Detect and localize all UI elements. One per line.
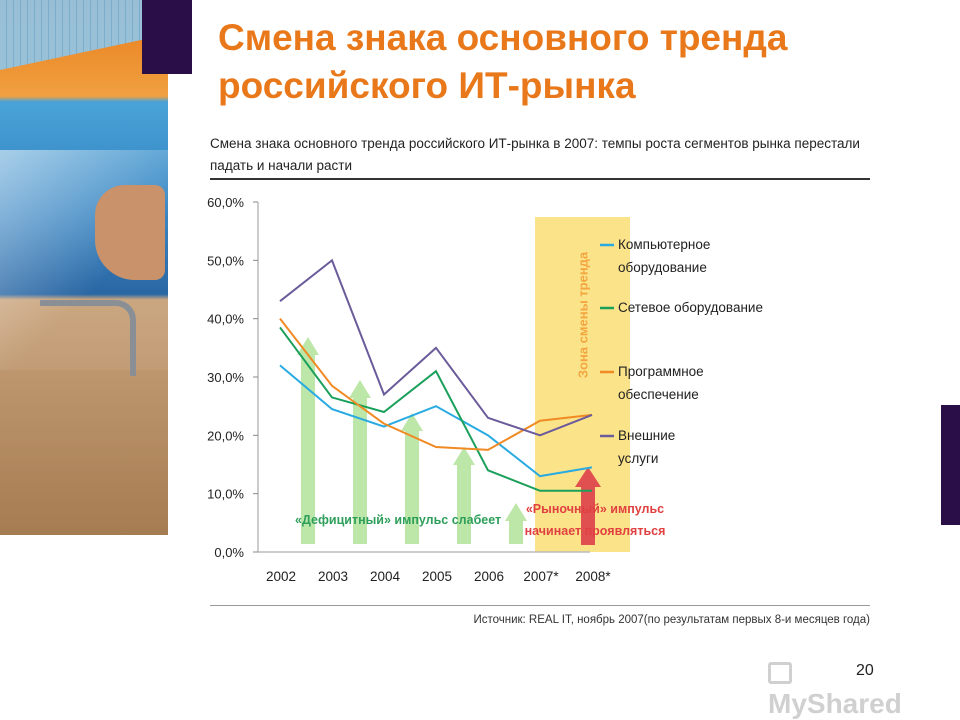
green-up-arrow [453,447,475,544]
x-tick-label: 2008* [575,569,611,584]
accent-block-right [941,405,960,525]
red-up-arrow [575,467,601,545]
legend-label: Программное обеспечение [618,364,704,402]
source-note: Источник: REAL IT, ноябрь 2007(по резуль… [473,614,870,626]
watermark-text: MyShared [768,688,902,719]
chart: Зона смены тренда 0,0% 10,0% 20,0% 30,0% 40,0… [207,195,763,584]
presentation-icon [768,662,792,684]
green-up-arrow [297,337,319,544]
y-tick-label: 10,0% [207,487,244,502]
caption-divider [210,178,870,180]
series-line [279,326,592,492]
y-tick-label: 50,0% [207,253,244,268]
page-number: 20 [856,662,874,679]
green-up-arrow [401,413,423,544]
chart-caption: Смена знака основного тренда российского… [210,136,860,173]
x-tick-label: 2005 [422,569,452,584]
green-up-arrow [505,503,527,544]
x-tick-label: 2007* [523,569,559,584]
hand-image [95,185,165,280]
y-tick-label: 30,0% [207,370,244,385]
legend-label: Внешние услуги [618,428,675,466]
series-line [279,364,593,478]
legend-label: Сетевое оборудование [618,300,763,315]
x-tick-label: 2006 [474,569,504,584]
y-tick-label: 60,0% [207,195,244,210]
decorative-photo [0,0,168,535]
legend-label: Компьютерное оборудование [618,237,710,275]
accent-block-top [142,0,192,74]
annotation-market-line1: «Рыночный» импульс [526,502,664,516]
series-line [279,318,593,451]
annotation-deficit: «Дефицитный» импульс слабеет [295,513,501,527]
zone-label: Зона смены тренда [576,251,591,378]
y-tick-label: 0,0% [214,545,244,560]
watermark-logo: MyShared [768,656,928,719]
x-tick-label: 2004 [370,569,401,584]
crank-image [40,300,136,376]
y-tick-label: 20,0% [207,428,244,443]
series-line [279,258,593,437]
x-tick-label: 2003 [318,569,348,584]
source-divider [210,605,870,606]
annotation-market-line2: начинает проявляться [525,524,666,538]
y-tick-label: 40,0% [207,312,244,327]
slide-title: Смена знака основного тренда российского… [218,17,788,106]
x-tick-label: 2002 [266,569,296,584]
